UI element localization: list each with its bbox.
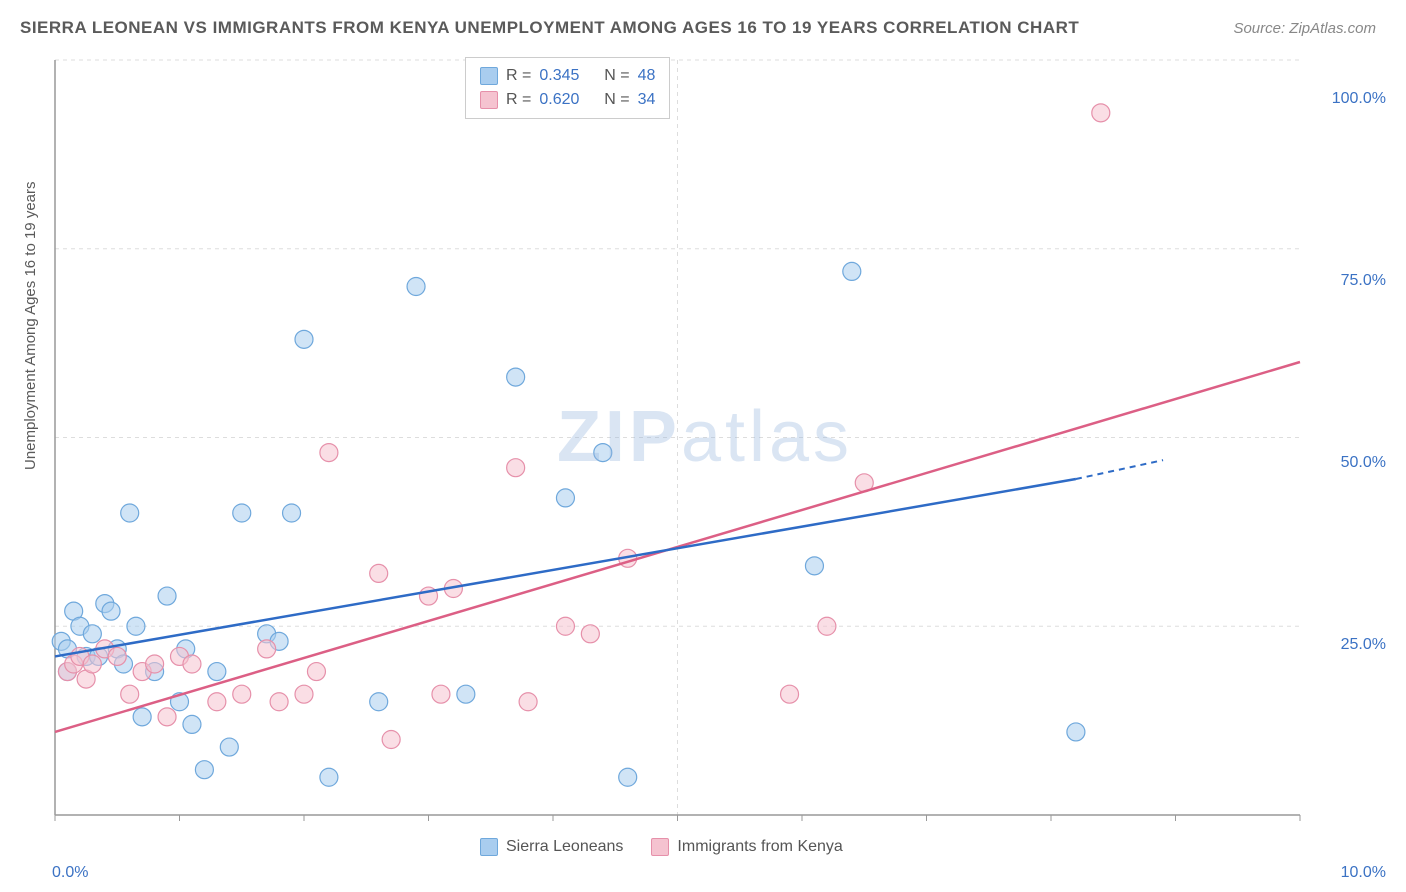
chart-title: SIERRA LEONEAN VS IMMIGRANTS FROM KENYA … [20, 18, 1079, 38]
swatch-sierra [480, 67, 498, 85]
x-tick-0: 0.0% [52, 864, 88, 882]
correlation-legend: R = 0.345 N = 48 R = 0.620 N = 34 [465, 57, 670, 119]
y-axis-label: Unemployment Among Ages 16 to 19 years [22, 181, 39, 470]
scatter-plot: ZIPatlas [50, 55, 1360, 835]
legend-row-sierra: R = 0.345 N = 48 [480, 64, 655, 88]
y-tick-25: 25.0% [1341, 636, 1386, 654]
swatch-kenya-bottom [651, 838, 669, 856]
y-tick-100: 100.0% [1332, 90, 1386, 108]
legend-item-kenya: Immigrants from Kenya [651, 838, 842, 856]
series-legend: Sierra Leoneans Immigrants from Kenya [480, 838, 843, 856]
legend-item-sierra: Sierra Leoneans [480, 838, 623, 856]
swatch-sierra-bottom [480, 838, 498, 856]
swatch-kenya [480, 91, 498, 109]
source-attribution: Source: ZipAtlas.com [1233, 20, 1376, 37]
y-tick-75: 75.0% [1341, 272, 1386, 290]
y-tick-50: 50.0% [1341, 454, 1386, 472]
legend-row-kenya: R = 0.620 N = 34 [480, 88, 655, 112]
x-tick-10: 10.0% [1341, 864, 1386, 882]
